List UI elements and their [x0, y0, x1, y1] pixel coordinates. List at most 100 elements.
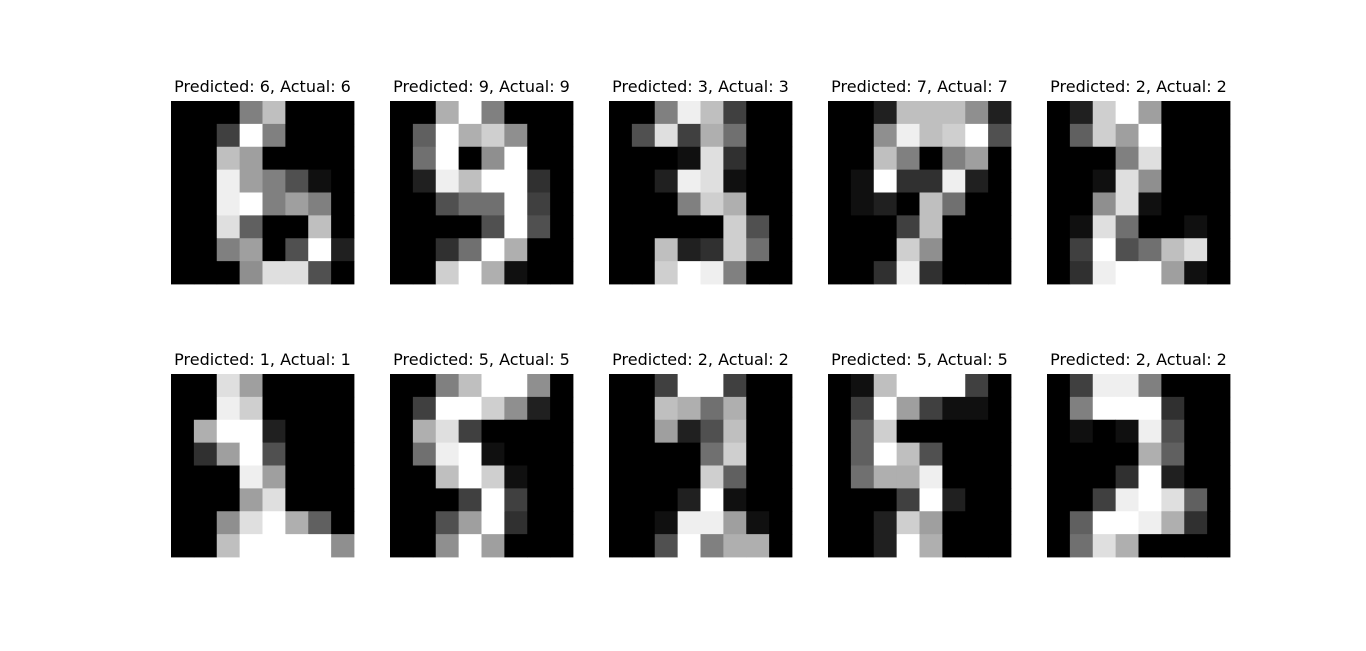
pixel-cell: [308, 192, 332, 216]
pixel-cell: [171, 146, 195, 171]
pixel-cell: [873, 192, 898, 216]
pixel-cell: [873, 215, 898, 239]
pixel-cell: [677, 396, 701, 421]
pixel-cell: [1115, 465, 1139, 489]
pixel-cell: [988, 419, 1012, 444]
pixel-cell: [1184, 261, 1208, 285]
pixel-cell: [412, 123, 437, 148]
pixel-cell: [723, 101, 747, 125]
pixel-cell: [527, 534, 551, 558]
pixel-cell: [412, 169, 437, 193]
pixel-cell: [481, 419, 505, 444]
pixel-cell: [390, 534, 414, 558]
pixel-cell: [527, 215, 551, 239]
pixel-cell: [262, 146, 286, 171]
pixel-cell: [1092, 169, 1117, 193]
pixel-cell: [527, 374, 551, 398]
pixel-cell: [285, 488, 309, 512]
pixel-cell: [262, 534, 286, 558]
pixel-cell: [262, 101, 286, 125]
pixel-cell: [171, 215, 195, 239]
pixel-cell: [700, 419, 724, 444]
pixel-cell: [942, 215, 966, 239]
pixel-cell: [193, 396, 218, 421]
pixel-cell: [631, 396, 656, 421]
pixel-cell: [171, 123, 195, 148]
digit-panel: Predicted: 9, Actual: 9: [390, 77, 574, 285]
pixel-cell: [700, 374, 724, 398]
pixel-cell: [1161, 374, 1185, 398]
pixel-cell: [262, 192, 286, 216]
pixel-cell: [504, 146, 528, 171]
pixel-cell: [609, 169, 633, 193]
pixel-cell: [458, 374, 482, 398]
digit-panel: Predicted: 1, Actual: 1: [171, 350, 355, 558]
pixel-cell: [193, 192, 218, 216]
pixel-cell: [262, 123, 286, 148]
pixel-cell: [631, 534, 656, 558]
pixel-cell: [746, 374, 770, 398]
pixel-cell: [1138, 192, 1162, 216]
pixel-cell: [609, 419, 633, 444]
pixel-cell: [654, 419, 679, 444]
pixel-cell: [216, 123, 241, 148]
pixel-cell: [458, 488, 482, 512]
pixel-cell: [193, 374, 218, 398]
pixel-cell: [1184, 488, 1208, 512]
pixel-cell: [942, 442, 966, 466]
pixel-cell: [1069, 192, 1094, 216]
pixel-cell: [654, 238, 679, 262]
pixel-cell: [677, 238, 701, 262]
pixel-cell: [1138, 101, 1162, 125]
pixel-cell: [942, 238, 966, 262]
pixel-cell: [504, 396, 528, 421]
pixel-cell: [828, 511, 852, 535]
pixel-cell: [700, 146, 724, 171]
pixel-cell: [412, 374, 437, 398]
pixel-cell: [331, 488, 355, 512]
pixel-cell: [550, 511, 574, 535]
pixel-cell: [239, 261, 263, 285]
pixel-cell: [828, 123, 852, 148]
pixel-cell: [193, 465, 218, 489]
pixel-cell: [481, 261, 505, 285]
pixel-cell: [896, 396, 920, 421]
pixel-cell: [239, 396, 263, 421]
pixel-cell: [331, 465, 355, 489]
pixel-cell: [550, 123, 574, 148]
pixel-cell: [746, 442, 770, 466]
pixel-cell: [390, 419, 414, 444]
pixel-cell: [700, 442, 724, 466]
pixel-cell: [481, 488, 505, 512]
pixel-cell: [435, 465, 460, 489]
pixel-cell: [1069, 374, 1094, 398]
panel-title: Predicted: 9, Actual: 9: [393, 77, 570, 96]
pixel-cell: [1115, 123, 1139, 148]
pixel-cell: [631, 442, 656, 466]
pixel-cell: [988, 238, 1012, 262]
pixel-cell: [873, 442, 898, 466]
pixel-cell: [723, 534, 747, 558]
pixel-cell: [1092, 488, 1117, 512]
pixel-cell: [1161, 192, 1185, 216]
pixel-cell: [1092, 215, 1117, 239]
pixel-cell: [609, 238, 633, 262]
pixel-cell: [700, 534, 724, 558]
pixel-cell: [1069, 123, 1094, 148]
pixel-cell: [919, 261, 943, 285]
pixel-cell: [654, 534, 679, 558]
pixel-cell: [458, 511, 482, 535]
pixel-cell: [458, 123, 482, 148]
pixel-cell: [654, 465, 679, 489]
pixel-cell: [1115, 488, 1139, 512]
pixel-cell: [481, 123, 505, 148]
pixel-cell: [239, 419, 263, 444]
pixel-cell: [550, 238, 574, 262]
pixel-cell: [1115, 169, 1139, 193]
pixel-cell: [723, 261, 747, 285]
pixel-cell: [1138, 396, 1162, 421]
pixel-cell: [1207, 215, 1231, 239]
pixel-cell: [1092, 419, 1117, 444]
pixel-cell: [550, 169, 574, 193]
pixel-cell: [1207, 396, 1231, 421]
